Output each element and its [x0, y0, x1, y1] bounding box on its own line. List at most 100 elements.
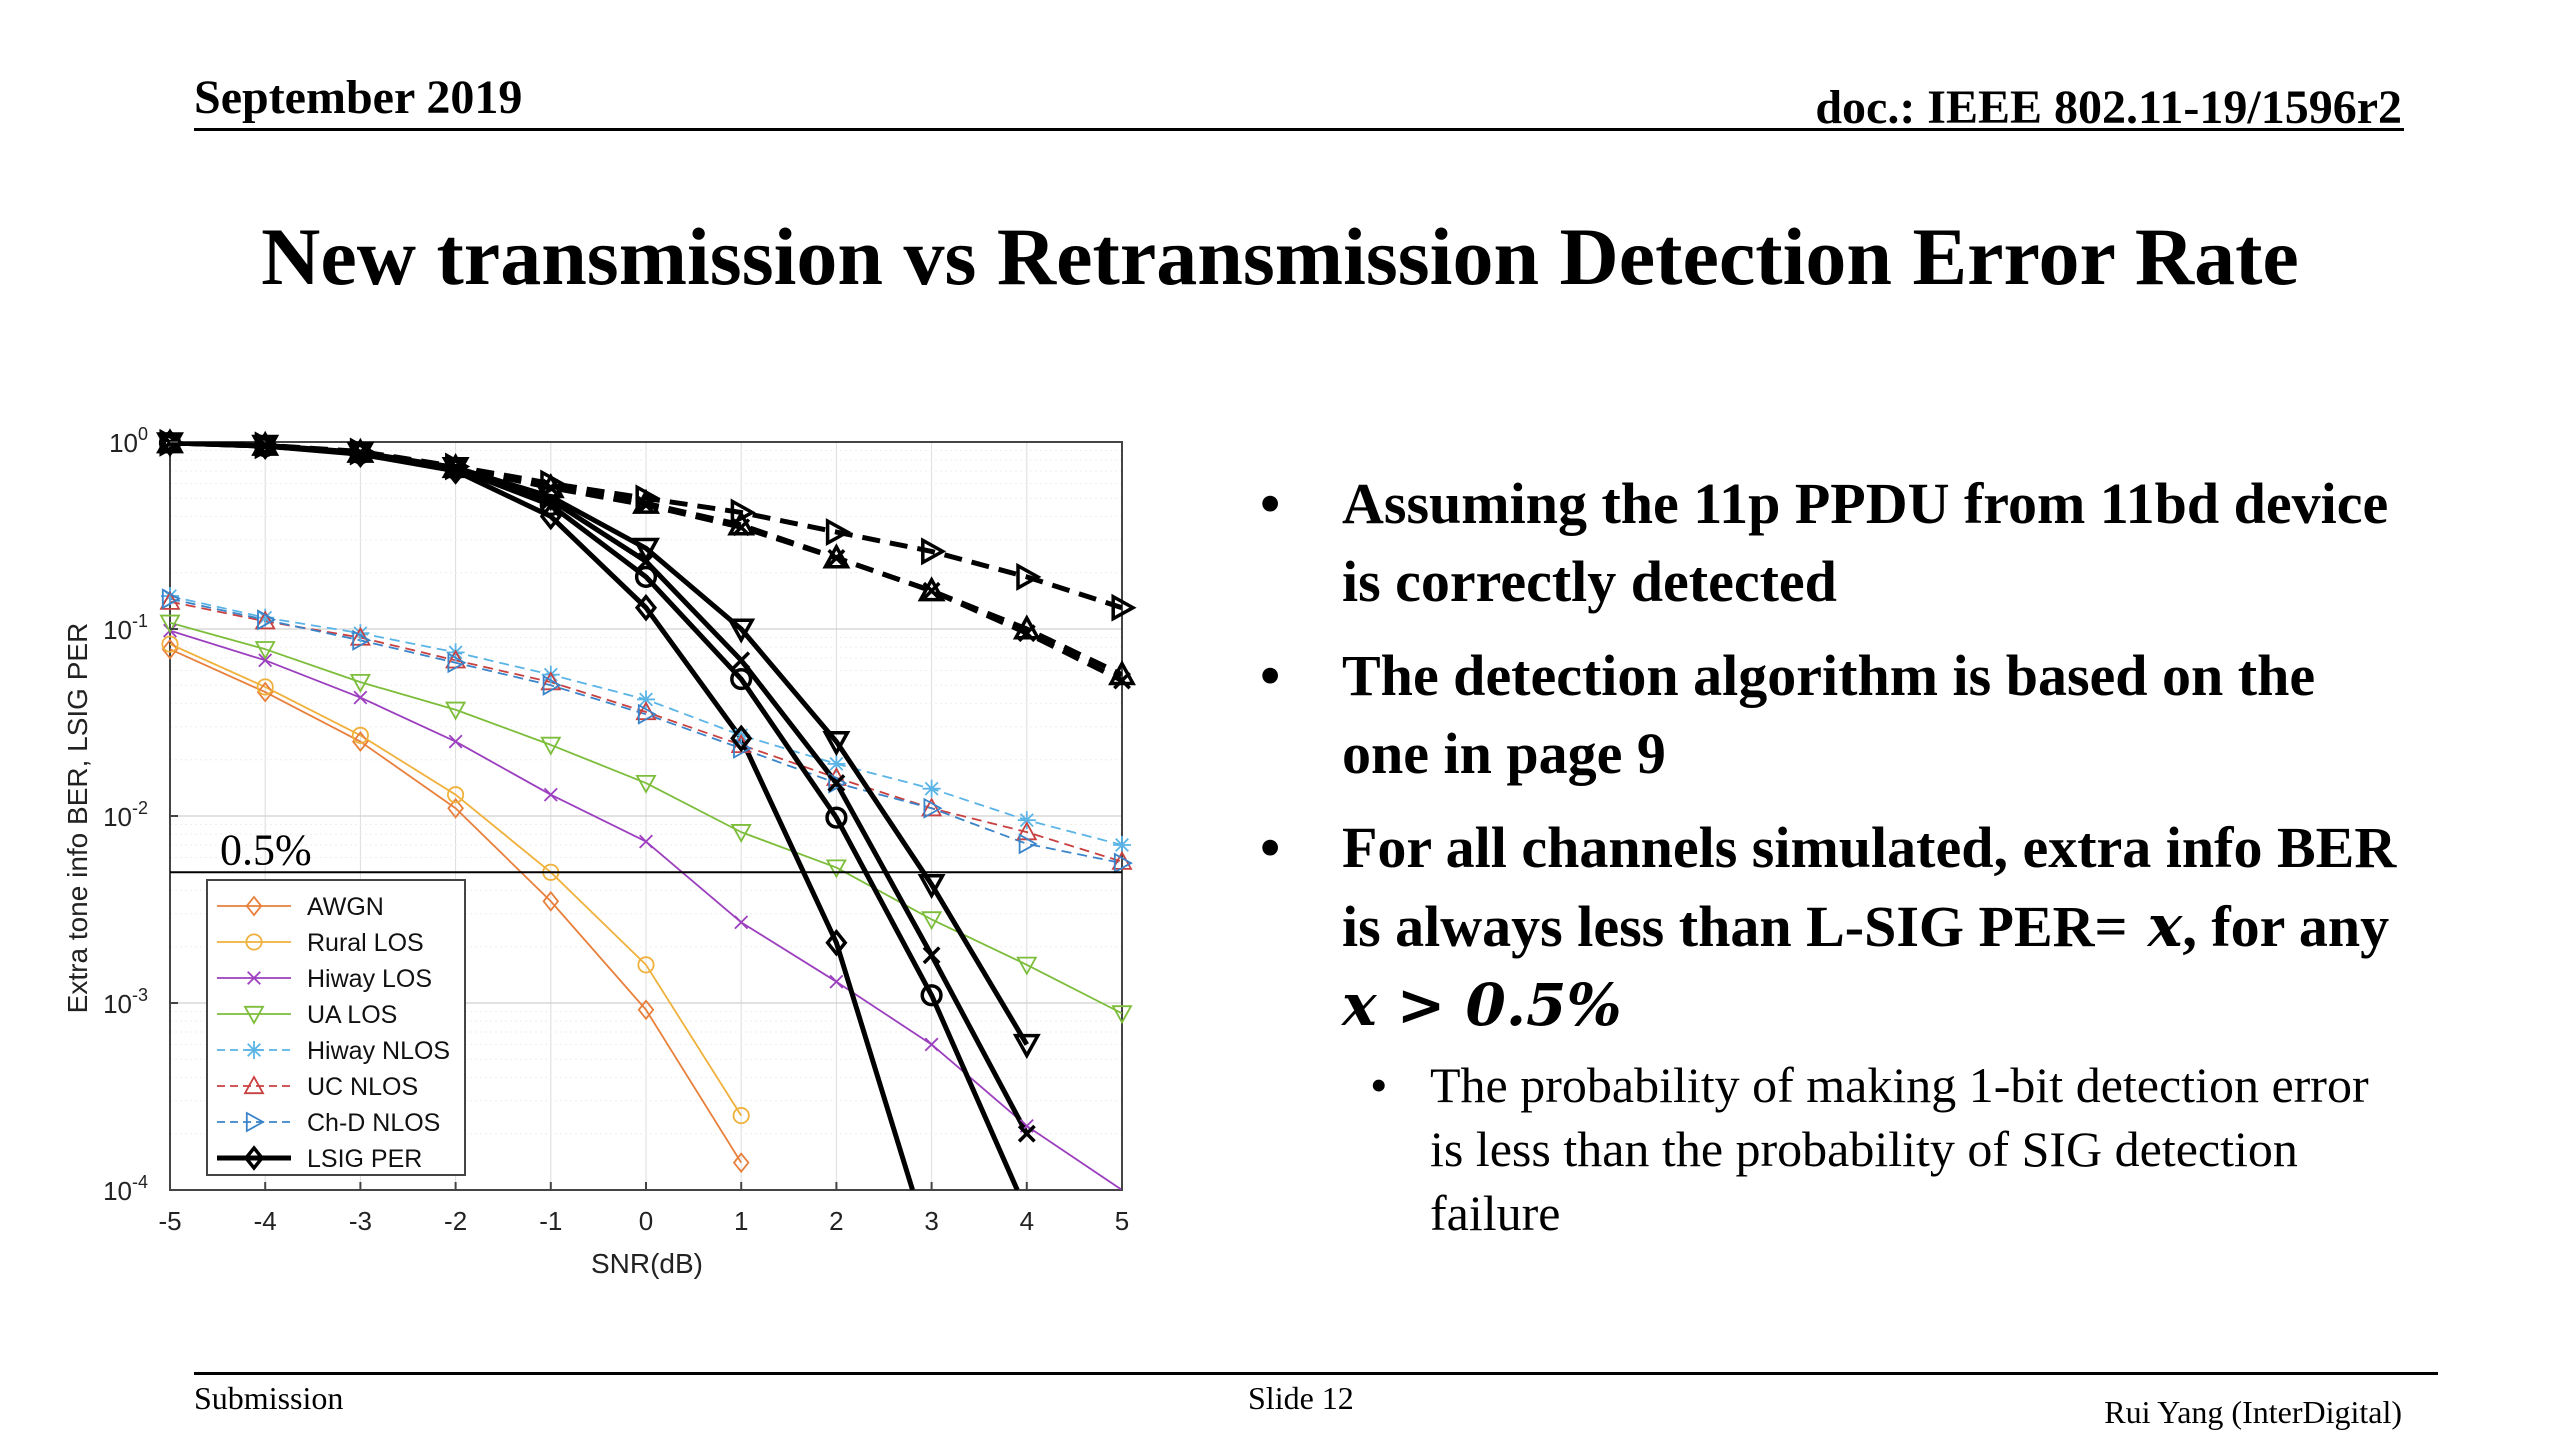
series-line-awgn: [170, 648, 742, 1164]
data-point-marker: [251, 430, 280, 456]
data-point-marker: [446, 458, 465, 477]
legend-label: UC NLOS: [307, 1073, 418, 1101]
data-point-marker: [637, 690, 655, 709]
data-point-marker: [1017, 624, 1036, 643]
data-point-marker: [1017, 811, 1036, 830]
data-point-marker: [822, 543, 851, 569]
legend-label: UA LOS: [307, 1001, 397, 1029]
data-point-marker: [822, 731, 851, 757]
data-point-marker: [825, 859, 847, 879]
data-point-marker: [922, 581, 941, 600]
bullet-text: For all channels simulated, extra info B…: [1342, 815, 2397, 959]
data-point-marker: [825, 518, 852, 547]
data-point-marker: [256, 678, 274, 696]
data-point-marker: [257, 609, 277, 631]
data-point-marker: [448, 734, 463, 749]
data-point-marker: [352, 629, 372, 651]
data-point-marker: [349, 674, 371, 693]
legend-label: LSIG PER: [307, 1145, 422, 1173]
header-doc-id: doc.: IEEE 802.11-19/1596r2: [1815, 81, 2402, 134]
data-point-marker: [254, 610, 276, 630]
legend-marker: [247, 971, 261, 985]
data-point-marker: [733, 737, 753, 759]
data-point-marker: [732, 518, 751, 537]
data-point-marker: [637, 703, 657, 725]
math-x: x: [2127, 892, 2183, 960]
data-point-marker: [1113, 852, 1133, 874]
data-point-marker: [922, 779, 941, 798]
data-point-marker: [161, 588, 181, 610]
data-point-marker: [447, 797, 464, 819]
x-tick-label: 2: [829, 1206, 843, 1236]
legend-label: Rural LOS: [307, 929, 424, 957]
data-point-marker: [1016, 562, 1042, 591]
math-condition: x > 0.5%: [1342, 971, 1622, 1039]
data-point-marker: [1017, 1124, 1036, 1143]
x-tick-label: -4: [254, 1206, 277, 1236]
data-point-marker: [159, 614, 181, 634]
data-point-marker: [540, 736, 562, 756]
data-point-marker: [825, 928, 848, 957]
data-point-marker: [732, 1152, 750, 1174]
data-point-marker: [634, 593, 658, 622]
y-axis-label: Extra tone info BER, LSIG PER: [62, 623, 93, 1014]
sub-bullet-dot-icon: •: [1370, 1057, 1388, 1113]
x-tick-label: -5: [158, 1206, 181, 1236]
data-point-marker: [921, 797, 943, 817]
bullet-dot-icon: •: [1260, 471, 1281, 536]
data-point-marker: [921, 537, 947, 566]
y-tick-label: 10-1: [103, 611, 148, 645]
data-point-marker: [632, 537, 660, 563]
data-point-marker: [637, 999, 655, 1021]
x-tick-label: 0: [639, 1206, 653, 1236]
data-point-marker: [353, 690, 368, 705]
data-point-marker: [829, 974, 844, 989]
data-point-marker: [828, 772, 848, 794]
bullet-text: Assuming the 11p PPDU from 11bd device i…: [1342, 471, 2389, 614]
series-line-uc-nlos: [170, 600, 1122, 863]
data-point-marker: [346, 437, 375, 463]
data-point-marker: [635, 774, 657, 794]
y-tick-label: 10-3: [103, 985, 148, 1019]
data-point-marker: [536, 473, 565, 499]
bullet-list: • Assuming the 11p PPDU from 11bd device …: [1260, 465, 2410, 1261]
data-point-marker: [1111, 1005, 1133, 1025]
data-point-marker: [917, 873, 946, 900]
bullet-dot-icon: •: [1260, 643, 1281, 708]
legend-marker: [245, 933, 263, 951]
footer-author: Rui Yang (InterDigital): [2104, 1394, 2402, 1430]
sub-bullet-item: • The probability of making 1-bit detecti…: [1260, 1053, 2410, 1245]
legend-box: [206, 879, 466, 1176]
data-point-marker: [445, 701, 467, 721]
data-point-marker: [541, 478, 560, 497]
data-point-marker: [639, 834, 653, 849]
data-point-marker: [352, 731, 369, 753]
data-point-marker: [920, 984, 943, 1007]
data-point-marker: [923, 797, 943, 819]
data-point-marker: [732, 1107, 750, 1125]
data-point-marker: [922, 946, 941, 965]
detection-error-chart: -5 -4 -3 -2 -1 0 1 2 3 4 5 100 10-1 10-2 10-3 10-4 0.5%…: [62, 424, 1137, 1279]
data-point-marker: [447, 786, 465, 804]
data-point-marker: [1018, 833, 1038, 855]
data-point-marker: [1016, 956, 1038, 976]
data-point-marker: [924, 1037, 939, 1052]
data-point-marker: [161, 635, 179, 653]
data-point-marker: [1113, 671, 1131, 690]
legend-marker: [245, 895, 263, 917]
bullet-dot-icon: •: [1260, 815, 1281, 880]
data-point-marker: [1012, 1033, 1041, 1060]
series-line-ch-d-nlos: [170, 597, 1122, 864]
data-point-marker: [254, 641, 276, 661]
chart-legend: AWGN Rural LOS Hiway LOS UA LOS Hiway NLOS UC…: [206, 879, 466, 1176]
bullet-text-cont: , for any: [2182, 894, 2390, 959]
legend-marker: [243, 1145, 265, 1171]
data-point-marker: [827, 774, 846, 793]
data-point-marker: [351, 726, 369, 744]
legend-label: Hiway NLOS: [307, 1037, 450, 1065]
footer-slide-number: Slide 12: [1248, 1380, 1354, 1416]
bullet-item: • For all channels simulated, extra info …: [1260, 809, 2410, 1245]
legend-marker: [245, 1041, 263, 1059]
legend-marker: [243, 1075, 265, 1095]
data-point-marker: [256, 681, 274, 703]
